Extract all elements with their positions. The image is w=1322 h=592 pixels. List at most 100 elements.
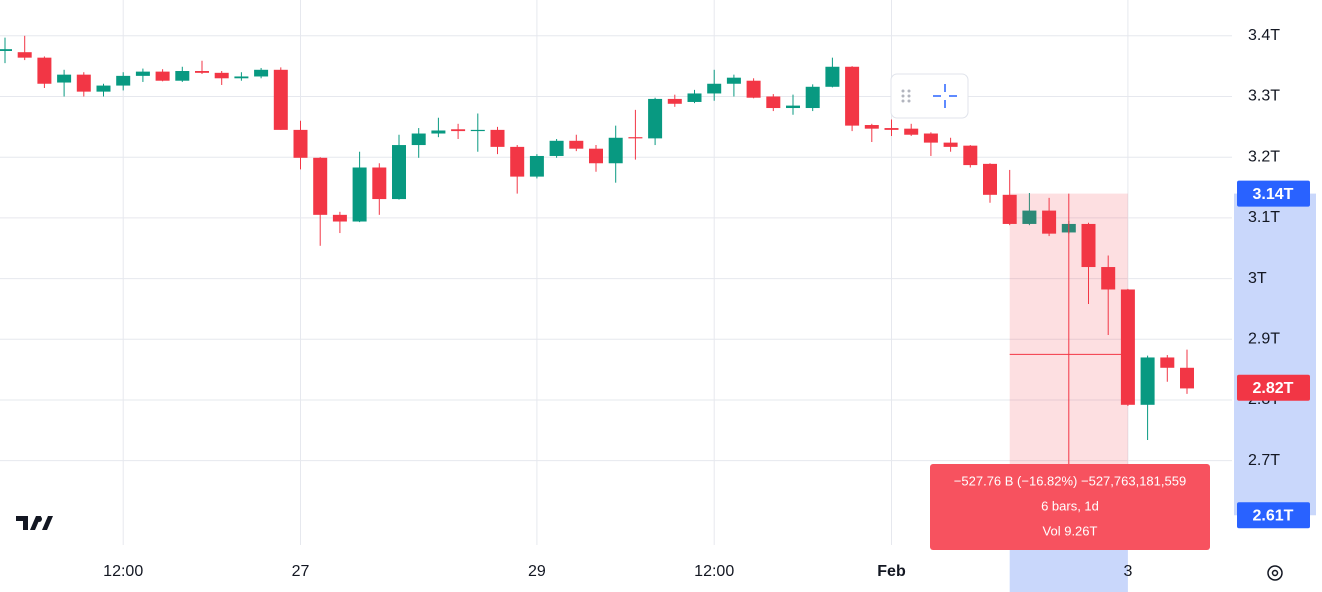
measure-tooltip-text: 6 bars, 1d — [1041, 498, 1099, 513]
candle-body — [57, 74, 72, 83]
toolbar-bg[interactable] — [890, 73, 969, 119]
candle-body — [1002, 194, 1017, 224]
candle-body — [864, 125, 879, 129]
candle-body — [805, 86, 820, 109]
measure-tooltip-text: −527.76 B (−16.82%) −527,763,181,559 — [954, 473, 1186, 488]
candle-body — [352, 167, 367, 222]
axes: 2.7T2.8T2.9T3T3.1T3.2T3.3T3.4T3.14T2.61T… — [103, 27, 1310, 580]
candle-body — [195, 71, 209, 73]
candle-body — [628, 137, 643, 139]
candle-body — [411, 133, 426, 146]
candle-body — [451, 129, 466, 132]
drag-handle[interactable] — [901, 89, 911, 103]
candle-body — [0, 49, 12, 51]
candle-body — [234, 76, 249, 79]
candle-body — [1180, 367, 1194, 389]
candle-body — [37, 57, 52, 84]
axis-highlight — [1009, 545, 1128, 592]
candle-body — [1081, 223, 1096, 268]
candle-body — [214, 72, 229, 79]
candle-body — [392, 145, 406, 200]
axis-highlight — [1234, 193, 1316, 516]
candle-body — [96, 85, 111, 92]
x-tick-label: 12:00 — [694, 563, 734, 580]
candle-body — [510, 146, 525, 177]
measure-tooltip — [930, 464, 1210, 550]
candle-body — [490, 129, 505, 147]
candle-body — [766, 96, 781, 109]
price-tag — [1237, 180, 1310, 207]
candle-body — [904, 128, 919, 135]
settings-ring[interactable] — [1267, 565, 1283, 581]
candle-body — [332, 214, 347, 222]
logo-dot — [36, 516, 42, 522]
x-tick-label: 3 — [1123, 563, 1132, 580]
candle-body — [884, 128, 899, 130]
candle-body — [1022, 210, 1037, 224]
candle-body — [1140, 357, 1155, 405]
candle-body — [273, 69, 288, 130]
settings-icon[interactable] — [1267, 565, 1283, 581]
floating-toolbar[interactable] — [890, 73, 969, 119]
candle-body — [372, 167, 387, 200]
candle-body — [923, 133, 938, 143]
candle-body — [529, 155, 544, 177]
logo-mark — [16, 516, 41, 530]
price-tag-label: 3.14T — [1253, 186, 1294, 203]
logo-mark — [42, 516, 53, 530]
candle-body — [76, 74, 91, 92]
candle-body — [1120, 289, 1135, 405]
candle-body — [254, 69, 269, 77]
price-tag — [1237, 374, 1310, 401]
candle-body — [116, 75, 131, 86]
candle-body — [726, 77, 741, 84]
candle-body — [845, 66, 860, 126]
logo — [16, 516, 53, 530]
price-tag-label: 2.82T — [1253, 380, 1294, 397]
candle-body — [135, 71, 150, 76]
y-tick-label: 3.1T — [1248, 209, 1280, 226]
candle-body — [608, 137, 623, 164]
y-tick-label: 2.7T — [1248, 452, 1280, 469]
y-tick-label: 3.4T — [1248, 27, 1280, 44]
candle-body — [569, 140, 584, 149]
price-tag — [1237, 502, 1310, 529]
candle-body — [155, 71, 170, 81]
y-tick-label: 3.3T — [1248, 88, 1280, 105]
candle-body — [1101, 267, 1116, 290]
x-tick-label: 27 — [292, 563, 310, 580]
candle-body — [1042, 210, 1057, 234]
candle-body — [983, 163, 997, 195]
settings-center[interactable] — [1271, 569, 1279, 577]
x-tick-label: 12:00 — [103, 563, 143, 580]
candle-body — [175, 71, 190, 81]
crosshair-tool[interactable] — [933, 84, 957, 108]
candle-body — [687, 93, 702, 102]
candle-body — [470, 129, 485, 132]
measure-overlay: −527.76 B (−16.82%) −527,763,181,559 6 ba… — [930, 193, 1210, 550]
y-tick-label: 3.2T — [1248, 148, 1280, 165]
candle-body — [589, 148, 603, 164]
price-tag-label: 2.61T — [1253, 507, 1294, 524]
candle-body — [943, 142, 958, 147]
candle-body — [667, 98, 682, 104]
candle-body — [963, 145, 978, 166]
candle-body — [1160, 357, 1175, 368]
x-tick-label: Feb — [877, 563, 906, 580]
candle-body — [293, 129, 308, 158]
candle-body — [786, 105, 800, 109]
candle-body — [746, 80, 761, 98]
candle-body — [707, 83, 722, 94]
candle-body — [17, 52, 32, 58]
candle-body — [431, 130, 446, 134]
measure-tooltip-text: Vol 9.26T — [1043, 523, 1098, 538]
candle-body — [825, 66, 840, 87]
candles — [0, 35, 1194, 441]
candle-body — [549, 140, 564, 156]
y-tick-label: 3T — [1248, 270, 1267, 287]
y-tick-label: 2.9T — [1248, 330, 1280, 347]
candle-body — [313, 157, 328, 215]
x-tick-label: 29 — [528, 563, 546, 580]
